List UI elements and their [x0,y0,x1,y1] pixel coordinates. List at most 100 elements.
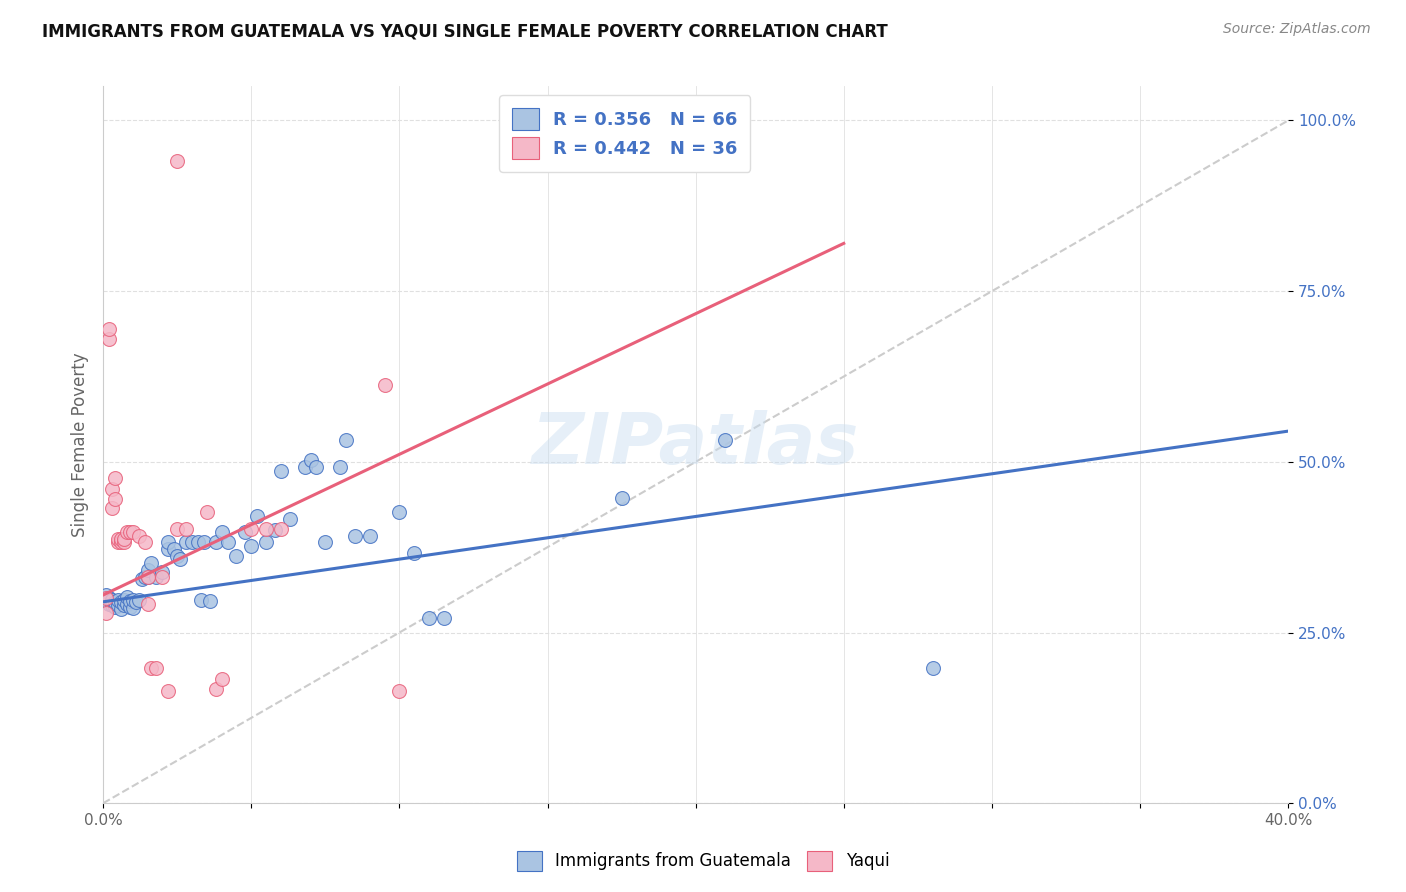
Point [359,528,381,542]
Point [94,591,117,606]
Point [136,563,159,577]
Point [278,511,301,525]
Point [305,460,328,475]
Point [101,501,124,516]
Point [139,661,162,675]
Point [240,539,263,553]
Y-axis label: Single Female Poverty: Single Female Poverty [72,352,89,537]
Point [388,683,411,698]
Point [921,661,943,675]
Point [166,549,188,563]
Point [254,522,277,536]
Point [94,588,117,602]
Point [166,522,188,536]
Point [121,525,143,540]
Point [121,601,143,615]
Point [225,549,247,563]
Point [169,552,191,566]
Point [145,569,167,583]
Text: ZIPatlas: ZIPatlas [531,410,859,479]
Point [112,532,135,546]
Point [343,528,366,542]
Point [190,592,212,607]
Point [264,523,287,537]
Legend: R = 0.356   N = 66, R = 0.442   N = 36: R = 0.356 N = 66, R = 0.442 N = 36 [499,95,751,172]
Point [110,532,132,546]
Point [118,599,141,614]
Point [163,542,186,557]
Point [217,535,239,549]
Point [115,590,138,604]
Point [101,599,124,613]
Point [157,535,180,549]
Point [211,525,233,540]
Point [98,597,121,611]
Point [433,610,456,624]
Point [134,535,156,549]
Point [270,522,292,536]
Point [139,556,162,570]
Point [110,535,132,549]
Point [104,470,127,484]
Point [136,569,159,583]
Point [121,592,143,607]
Point [193,535,215,549]
Point [98,322,121,336]
Point [211,672,233,686]
Point [195,505,218,519]
Point [233,525,256,540]
Point [388,505,411,519]
Point [294,460,316,475]
Point [110,595,132,609]
Point [94,607,117,621]
Point [128,592,150,607]
Point [166,154,188,169]
Point [145,661,167,675]
Point [204,681,226,696]
Point [610,491,633,505]
Text: Source: ZipAtlas.com: Source: ZipAtlas.com [1223,22,1371,37]
Point [335,433,357,447]
Point [204,535,226,549]
Point [174,522,197,536]
Point [128,528,150,542]
Point [131,572,153,586]
Point [94,591,117,606]
Point [110,601,132,615]
Point [101,592,124,607]
Point [118,525,141,540]
Point [314,535,336,549]
Point [125,595,148,609]
Point [240,522,263,536]
Point [136,597,159,611]
Point [418,610,440,624]
Point [112,599,135,613]
Point [118,594,141,608]
Point [374,378,396,392]
Point [107,599,129,613]
Point [98,332,121,346]
Point [134,569,156,583]
Point [112,592,135,607]
Point [157,542,180,557]
Point [714,433,737,447]
Point [254,535,277,549]
Point [104,492,127,507]
Point [104,599,127,614]
Point [150,569,173,583]
Point [150,566,173,580]
Point [98,591,121,606]
Point [404,546,426,560]
Point [115,525,138,540]
Point [174,535,197,549]
Point [187,535,209,549]
Point [157,683,180,698]
Text: IMMIGRANTS FROM GUATEMALA VS YAQUI SINGLE FEMALE POVERTY CORRELATION CHART: IMMIGRANTS FROM GUATEMALA VS YAQUI SINGL… [42,22,889,40]
Point [329,460,352,475]
Point [198,594,221,608]
Point [107,592,129,607]
Point [104,595,127,609]
Point [107,535,129,549]
Point [115,597,138,611]
Point [107,532,129,546]
